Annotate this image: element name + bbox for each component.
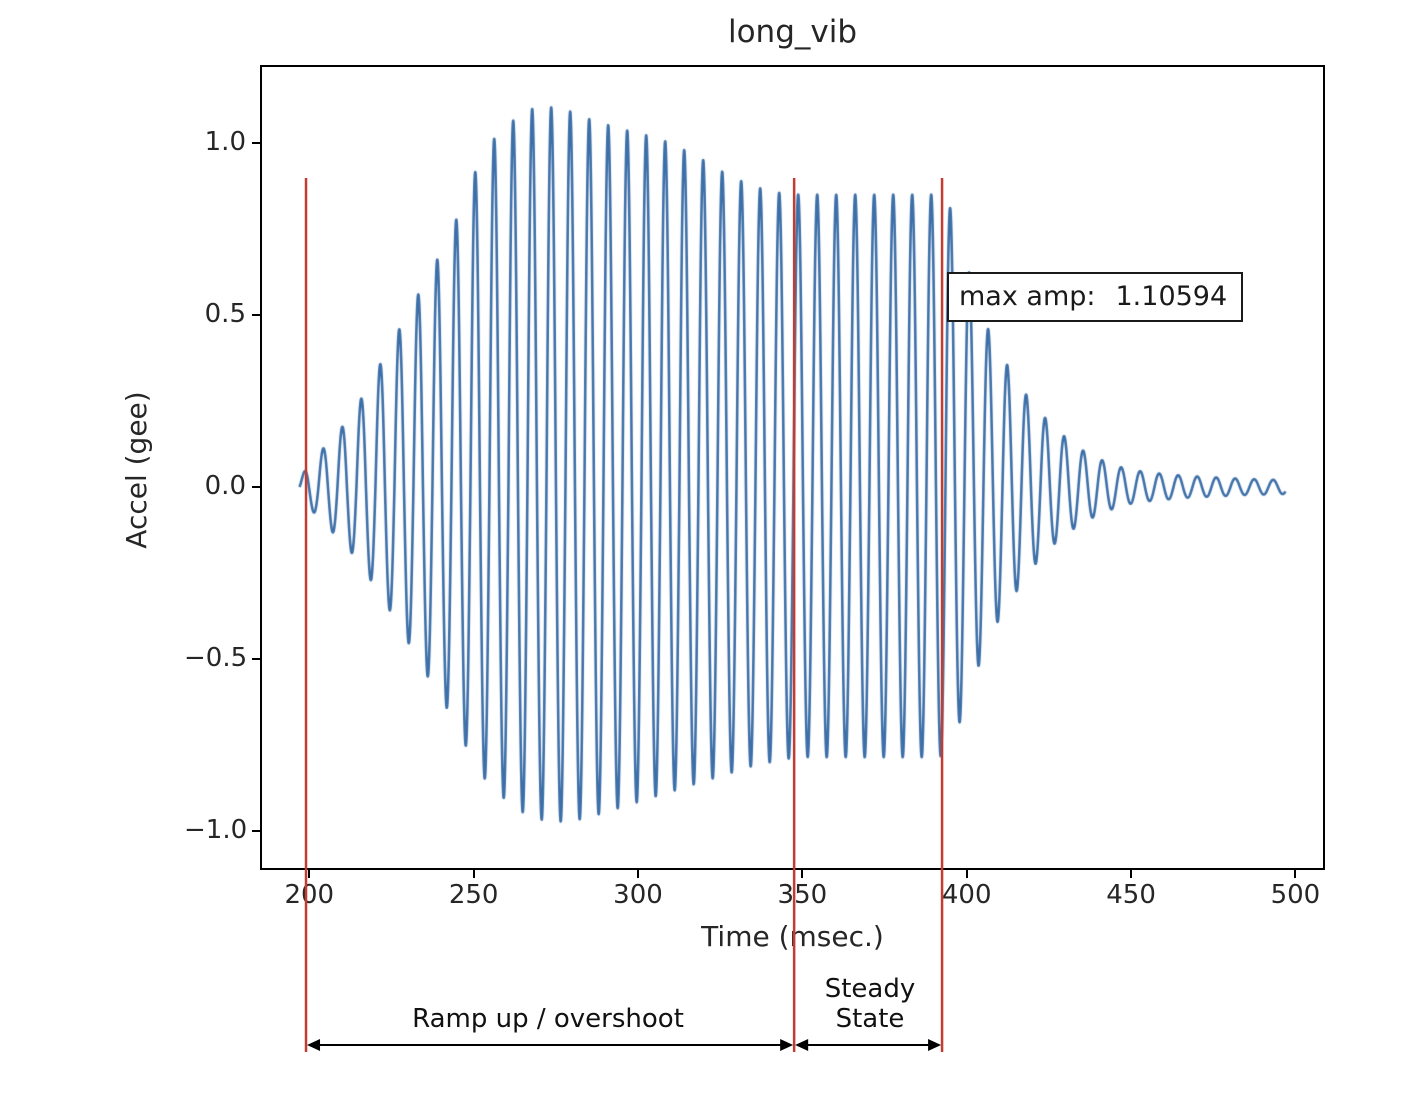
steady-region-arrow-head-right — [928, 1039, 942, 1051]
x-tick-label: 500 — [1270, 880, 1321, 910]
chart-title: long_vib — [727, 14, 858, 50]
steady-region-label-line1: Steady — [824, 974, 916, 1004]
y-tick-mark — [252, 314, 260, 317]
y-tick-mark — [252, 486, 260, 489]
x-axis-label: Time (msec.) — [701, 920, 884, 953]
steady-region-label: Steady State — [825, 974, 916, 1034]
x-tick-mark — [1130, 870, 1133, 878]
ramp-region-label: Ramp up / overshoot — [412, 1004, 684, 1034]
x-tick-label: 200 — [284, 880, 335, 910]
x-tick-mark — [965, 870, 968, 878]
x-tick-mark — [308, 870, 311, 878]
x-tick-label: 450 — [1106, 880, 1156, 910]
ramp-region-arrow-head-right — [780, 1039, 794, 1051]
x-tick-label: 300 — [613, 880, 663, 910]
x-tick-mark — [637, 870, 639, 878]
ramp-region-arrow-head-left — [307, 1039, 321, 1051]
max-amp-annotation: max amp: 1.10594 — [947, 272, 1244, 322]
y-tick-label: −0.5 — [184, 643, 248, 674]
y-tick-mark — [252, 830, 260, 833]
y-axis-label: Accel (gee) — [120, 391, 153, 549]
y-tick-mark — [252, 658, 260, 661]
x-tick-mark — [1294, 870, 1297, 878]
steady-region-arrow-head-left — [795, 1039, 809, 1051]
x-tick-label: 250 — [448, 880, 499, 910]
plot-area — [260, 65, 1325, 870]
y-tick-label: −1.0 — [184, 815, 248, 846]
x-tick-label: 400 — [941, 880, 992, 910]
max-amp-label: max amp: — [959, 281, 1096, 312]
x-tick-label: 350 — [777, 880, 828, 910]
y-tick-label: 0.0 — [204, 471, 246, 502]
waveform-canvas — [262, 67, 1323, 868]
x-tick-mark — [801, 870, 804, 878]
y-tick-label: 0.5 — [204, 299, 246, 330]
y-tick-label: 1.0 — [204, 127, 246, 158]
x-tick-mark — [472, 870, 475, 878]
y-tick-mark — [252, 142, 260, 145]
steady-region-label-line2: State — [835, 1004, 905, 1034]
max-amp-value: 1.10594 — [1115, 281, 1228, 312]
